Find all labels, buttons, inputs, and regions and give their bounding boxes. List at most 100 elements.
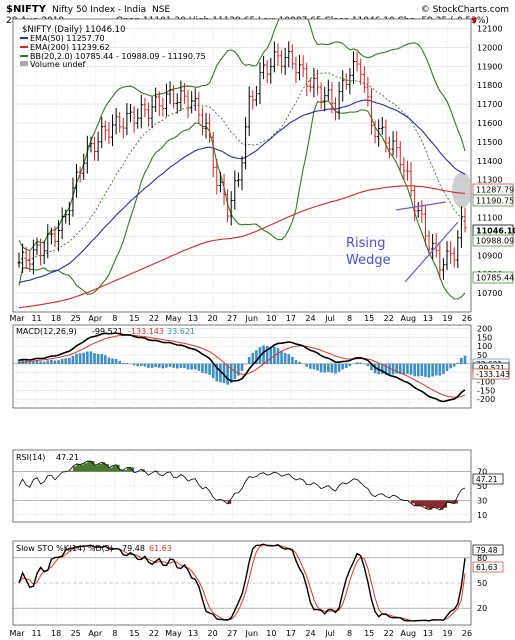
date-label: 8	[112, 629, 117, 638]
macd-hist-bar	[280, 351, 283, 364]
macd-hist-bar	[409, 363, 413, 375]
price-tick-label: 11700	[477, 100, 502, 109]
macd-hist-bar	[186, 363, 190, 370]
symbol: $NIFTY	[6, 4, 47, 15]
sto-legend-v1: 79.48	[122, 544, 145, 553]
date-label: 22	[384, 629, 394, 638]
price-tick-label: 12000	[477, 43, 502, 52]
date-label: 17	[286, 314, 296, 323]
svg-text:-99.521: -99.521	[476, 364, 505, 373]
sto-tick-label: 80	[477, 554, 487, 563]
date-label: 15	[129, 629, 139, 638]
macd-hist-bar	[337, 363, 341, 372]
date-label: 8	[347, 629, 352, 638]
macd-hist-bar	[298, 361, 301, 364]
macd-hist-bar	[341, 363, 345, 370]
macd-hist-bar	[370, 363, 373, 371]
date-label: 24	[305, 629, 315, 638]
date-label: 15	[364, 314, 374, 323]
macd-hist-bar	[219, 363, 222, 383]
date-label: 27	[227, 629, 237, 638]
macd-hist-bar	[323, 363, 327, 373]
macd-hist-bar	[183, 363, 186, 369]
macd-hist-bar	[380, 363, 384, 374]
macd-hist-bar	[111, 358, 114, 364]
macd-hist-bar	[168, 363, 172, 367]
macd-hist-bar	[143, 363, 147, 367]
macd-hist-bar	[355, 362, 359, 364]
date-label: 18	[51, 314, 61, 323]
rsi-tick-label: 30	[477, 496, 487, 505]
rsi-oversold-fill	[224, 500, 458, 510]
macd-tick-label: 150	[477, 333, 492, 342]
macd-hist-bar	[402, 363, 406, 375]
price-tick-label: 10900	[477, 251, 502, 260]
macd-hist-bar	[179, 363, 183, 368]
macd-hist-bar	[161, 363, 165, 369]
rsi-legend-value: 47.21	[56, 453, 79, 462]
tag-10785: 10785.44	[476, 274, 514, 283]
macd-hist-bar	[60, 358, 64, 364]
date-label: Aug	[400, 314, 416, 323]
date-label: 22	[149, 314, 159, 323]
macd-hist-bar	[312, 363, 316, 370]
date-label: 15	[129, 314, 139, 323]
annotation-rising: Rising	[346, 236, 386, 251]
macd-hist-bar	[406, 363, 409, 374]
price-value-tags: 11287.79 11190.75 11046.10 10988.09 1078…	[472, 183, 515, 284]
macd-hist-bar	[330, 363, 334, 373]
macd-tick-label: 100	[477, 342, 492, 351]
price-tick-label: 11900	[477, 62, 502, 71]
price-bars	[17, 41, 467, 280]
price-tick-label: 11600	[477, 119, 502, 128]
macd-hist-bar	[291, 356, 294, 364]
date-label: Jul	[324, 629, 335, 638]
date-label: 8	[347, 314, 352, 323]
macd-hist-bar	[201, 363, 204, 373]
macd-hist-bar	[319, 363, 323, 373]
macd-hist-bar	[276, 348, 280, 364]
date-label: 24	[305, 314, 315, 323]
macd-hist-bar	[129, 363, 132, 365]
macd-hist-bar	[294, 360, 298, 364]
macd-hist-bar	[50, 359, 53, 364]
date-label: 13	[188, 629, 198, 638]
macd-hist-bar	[107, 357, 111, 364]
macd-line	[18, 332, 466, 403]
macd-hist-bar	[78, 353, 82, 364]
macd-hist-bar	[427, 363, 431, 378]
macd-hist-bar	[348, 363, 352, 367]
macd-hist-bar	[204, 363, 208, 374]
date-label: 10	[266, 314, 276, 323]
price-tick-label: 11400	[477, 157, 502, 166]
rsi-overbought-fill	[69, 461, 160, 472]
macd-hist-bar	[100, 354, 104, 364]
macd-tick-label: 200	[477, 325, 492, 334]
macd-hist-bar	[136, 363, 139, 367]
rsi-tag: 47.21	[476, 475, 498, 484]
tag-close: 11046.10	[476, 227, 515, 236]
macd-hist-bar	[395, 363, 398, 374]
date-label: Apr	[88, 629, 103, 638]
macd-hist-bar	[301, 363, 305, 365]
date-label: Jun	[245, 629, 259, 638]
macd-hist-bar	[247, 356, 251, 364]
macd-hist-bar	[32, 360, 35, 364]
rsi-panel	[12, 449, 472, 523]
macd-hist-bar	[262, 345, 265, 364]
macd-hist-bar	[42, 361, 46, 364]
date-label: Jun	[245, 314, 259, 323]
macd-hist-bar	[118, 360, 122, 364]
macd-hist-bar	[208, 363, 211, 375]
macd-legend-v1: -99.521	[92, 327, 123, 336]
date-label: Mar	[9, 629, 25, 638]
macd-hist-bar	[416, 363, 420, 377]
macd-hist-bar	[431, 363, 434, 377]
price-tick-label: 10700	[477, 289, 502, 298]
date-label: 8	[112, 314, 117, 323]
macd-hist-bar	[82, 352, 86, 364]
date-label: Mar	[9, 314, 25, 323]
price-tick-label: 12100	[477, 24, 502, 33]
macd-hist-bar	[68, 357, 71, 364]
